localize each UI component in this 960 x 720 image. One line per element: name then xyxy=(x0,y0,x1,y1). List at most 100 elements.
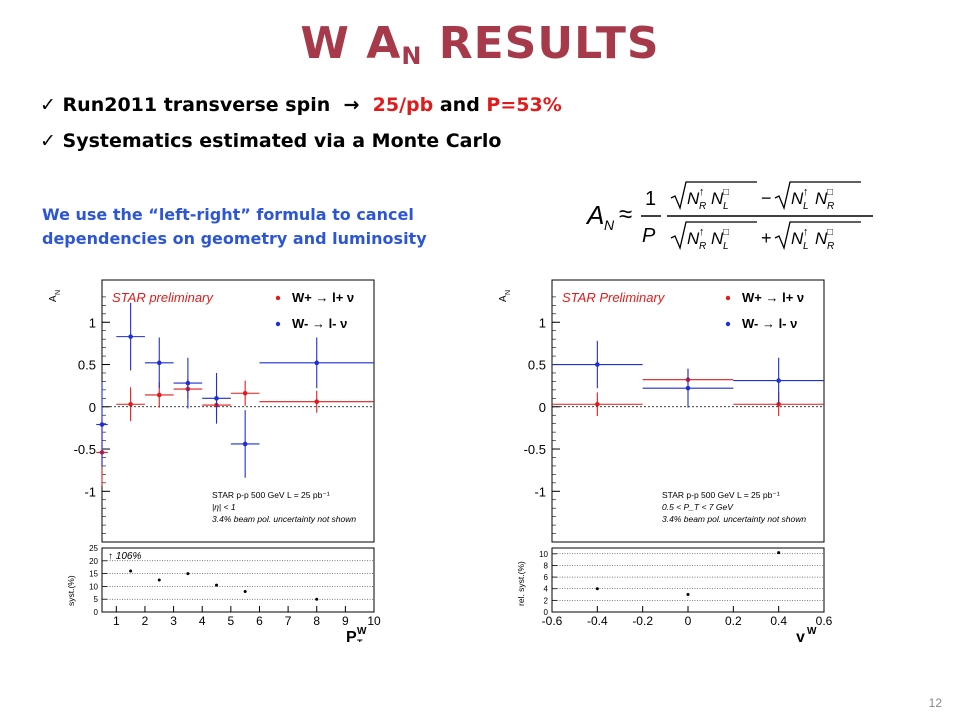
data-point xyxy=(156,392,162,398)
data-point xyxy=(776,378,781,383)
data-point xyxy=(128,401,133,407)
syst-point xyxy=(129,569,133,573)
sqrt-sub: L xyxy=(803,201,809,212)
y-axis-label: A xyxy=(498,295,509,302)
data-point xyxy=(99,422,105,427)
minus-sign: − xyxy=(761,188,772,208)
sqrt-sub: L xyxy=(803,241,809,252)
data-point xyxy=(242,390,248,396)
data-point xyxy=(595,401,600,407)
syst-point xyxy=(595,587,599,591)
syst-y-label: rel. syst.(%) xyxy=(516,561,526,606)
sqrt-sub: R xyxy=(827,201,834,212)
data-point xyxy=(776,401,781,407)
syst-annotation: ↑ 106% xyxy=(108,551,141,562)
data-point xyxy=(685,385,691,391)
x-tick-label: 0 xyxy=(685,614,692,628)
syst-y-tick-label: 2 xyxy=(544,596,549,605)
check-icon: ✓ xyxy=(40,130,56,152)
syst-point xyxy=(686,593,690,597)
info-text: STAR p-p 500 GeV L = 25 pb⁻¹ xyxy=(662,490,780,500)
legend-entry: W+ → l+ ν xyxy=(742,290,804,305)
syst-y-tick-label: 20 xyxy=(89,557,98,566)
syst-y-tick-label: 10 xyxy=(539,550,548,559)
legend-marker xyxy=(725,295,731,301)
x-axis-label-sup: W xyxy=(357,626,367,637)
x-tick-label: 3 xyxy=(170,614,177,628)
sqrt-sign xyxy=(774,221,861,251)
x-tick-label: 0.2 xyxy=(725,614,742,628)
sqrt-arrow: ↑ xyxy=(699,186,705,198)
svg-text:≈: ≈ xyxy=(619,201,632,228)
data-point xyxy=(314,360,320,366)
y-tick-label: 0 xyxy=(539,400,546,415)
svg-text:1: 1 xyxy=(645,188,656,210)
y-tick-label: 1 xyxy=(539,315,546,330)
legend-marker xyxy=(275,295,281,301)
syst-y-tick-label: 8 xyxy=(544,561,549,570)
info-text: 3.4% beam pol. uncertainty not shown xyxy=(212,514,356,524)
data-point xyxy=(242,441,248,447)
sqrt-term: N xyxy=(791,229,804,248)
bullet-systematics: ✓ Systematics estimated via a Monte Carl… xyxy=(40,130,502,152)
sqrt-sign xyxy=(774,181,861,211)
slide-title: W AN RESULTS xyxy=(300,18,660,70)
x-axis-label: y xyxy=(796,629,805,642)
y-tick-label: 0.5 xyxy=(78,358,96,373)
sqrt-sub: R xyxy=(827,241,834,252)
sqrt-term: N xyxy=(815,229,828,248)
syst-y-tick-label: 0 xyxy=(544,608,549,617)
sqrt-box: □ xyxy=(723,227,729,238)
page-number: 12 xyxy=(928,696,942,710)
sqrt-sign xyxy=(670,221,757,251)
sqrt-sign xyxy=(670,181,757,211)
y-tick-label: 0.5 xyxy=(528,358,546,373)
data-point xyxy=(314,399,320,405)
legend-marker xyxy=(725,321,731,327)
syst-y-tick-label: 0 xyxy=(94,608,99,617)
syst-point xyxy=(215,583,219,587)
bullet-run2011: ✓ Run2011 transverse spin → 25/pb and P=… xyxy=(40,94,562,116)
sqrt-term: N xyxy=(711,229,724,248)
info-text: 3.4% beam pol. uncertainty not shown xyxy=(662,514,806,524)
left-right-formula: A N ≈ 1 P N R↑ N L□ − N L↑ N R□N R↑ N L□ + N L↑ N R□ xyxy=(585,181,873,252)
syst-y-tick-label: 10 xyxy=(89,582,98,591)
syst-frame xyxy=(551,547,825,613)
syst-y-tick-label: 15 xyxy=(89,570,98,579)
y-tick-label: -1 xyxy=(84,484,96,499)
syst-point xyxy=(186,572,190,576)
data-point xyxy=(128,334,133,339)
x-tick-label: 5 xyxy=(227,614,234,628)
y-tick-label: -1 xyxy=(534,484,546,499)
arrow-icon: → xyxy=(343,94,360,116)
x-tick-label: 0.6 xyxy=(816,614,833,628)
syst-point xyxy=(315,597,319,601)
syst-point xyxy=(157,578,161,582)
sqrt-sub: R xyxy=(699,241,706,252)
y-tick-label: 1 xyxy=(89,315,96,330)
check-icon: ✓ xyxy=(40,94,56,116)
main-frame xyxy=(551,279,825,543)
syst-y-tick-label: 6 xyxy=(544,573,549,582)
data-point xyxy=(595,362,600,367)
x-axis-label-sub: T xyxy=(357,638,363,642)
sqrt-arrow: ↑ xyxy=(803,226,809,238)
x-tick-label: 0.4 xyxy=(770,614,787,628)
svg-text:P: P xyxy=(642,225,656,247)
legend-entry: W+ → l+ ν xyxy=(292,290,354,305)
y-axis-label-sub: N xyxy=(55,290,62,295)
sqrt-term: N xyxy=(687,189,700,208)
data-point xyxy=(156,360,162,366)
sqrt-arrow: ↑ xyxy=(803,186,809,198)
info-text: 0.5 < P_T < 7 GeV xyxy=(662,502,734,512)
sqrt-sub: R xyxy=(699,201,706,212)
x-axis-label: P xyxy=(346,629,357,642)
x-tick-label: 9 xyxy=(342,614,349,628)
x-tick-label: -0.2 xyxy=(632,614,653,628)
info-text: STAR p-p 500 GeV L = 25 pb⁻¹ xyxy=(212,490,330,500)
x-tick-label: 4 xyxy=(199,614,206,628)
x-axis-label-sup: W xyxy=(807,626,817,637)
x-tick-label: 6 xyxy=(256,614,263,628)
x-tick-label: -0.6 xyxy=(542,614,563,628)
